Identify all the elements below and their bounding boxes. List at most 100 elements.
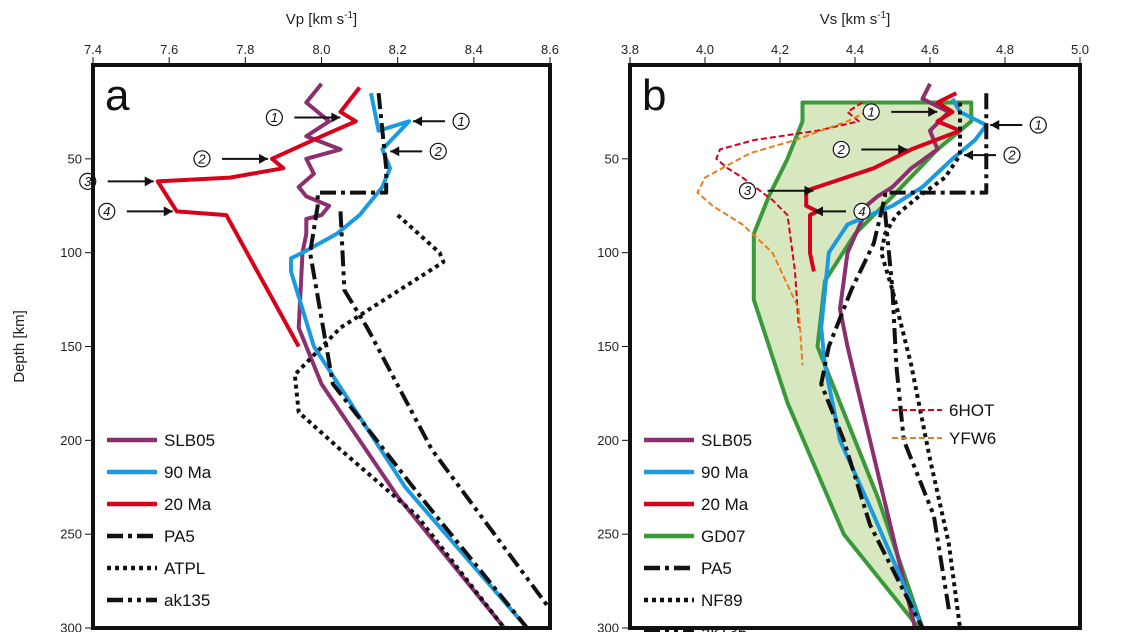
panel-b-xlabel-end: ] [886, 11, 890, 28]
panel-a-annotation-4-label: 4 [103, 204, 110, 219]
panel-b-annotation-2-arrow-head [898, 144, 908, 155]
panel-a-annotation-6-arrow-head [390, 146, 400, 157]
panel-b-xlabel-sup: -1 [877, 10, 886, 21]
panel-b-annotation-3-label: 3 [744, 183, 752, 198]
panel-a-annotation-2-label: 2 [197, 151, 206, 166]
panel-a-legend-label-pa5: PA5 [164, 527, 195, 546]
panel-a-xlabel-main: Vp [km s [286, 11, 344, 28]
panel-a-ytick-label-0: 50 [68, 151, 82, 166]
panel-b-ytick-label-3: 200 [597, 433, 619, 448]
panel-b-legend-label-20-ma: 20 Ma [701, 495, 749, 514]
panel-a-xlabel: Vp [km s-1] [286, 10, 357, 28]
panel-b-series-20-ma [804, 91, 962, 272]
panel-a-annotation-3: 3 [79, 172, 154, 190]
panel-a-letter: a [105, 71, 130, 120]
panel-b-series-90-ma [819, 97, 989, 628]
panel-a-xtick-label-3: 8.0 [312, 42, 330, 57]
panel-a-annotation-2-circle [193, 150, 211, 168]
panel-b-legend-label-ak135: ak135 [701, 623, 747, 632]
panel-a-annotation-5: 1 [413, 112, 470, 130]
panel-a-legend-label-ak135: ak135 [164, 591, 210, 610]
panel-b: 1 2 3 4 1 2 3.8 4.0 4.2 4.4 4.6 4.8 5.0 50 100 150 200 25… [597, 10, 1089, 632]
panel-b-series-ak135 [883, 211, 951, 610]
panel-b-ytick-label-1: 100 [597, 245, 619, 260]
panel-b-series-6hot [715, 101, 864, 328]
panel-a-legend-label-atpl: ATPL [164, 559, 205, 578]
panel-a-annotation-6-label: 2 [434, 144, 443, 159]
panel-b-annotation-5-label: 1 [1035, 118, 1042, 133]
panel-a-series-20-ma [155, 86, 362, 348]
panel-a-series-pa5 [308, 92, 529, 628]
panel-b-legend-label-6hot: 6HOT [949, 401, 994, 420]
panel-a-annotation-1-label: 1 [271, 110, 278, 125]
panel-b-ytick-label-4: 250 [597, 527, 619, 542]
panel-a-annotation-5-arrow-head [413, 116, 423, 127]
panel-b-legend-label-gd07: GD07 [701, 527, 745, 546]
panel-a-ytick-label-3: 200 [60, 433, 82, 448]
panel-b-annotation-3-arrow-head [804, 185, 814, 196]
panel-a-legend-label-20-ma: 20 Ma [164, 495, 212, 514]
panel-a-legend-label-90-ma: 90 Ma [164, 463, 212, 482]
panel-b-legend-label-90-ma: 90 Ma [701, 463, 749, 482]
panel-b-annotation-6-arrow-head [964, 150, 973, 161]
panel-a-xlabel-sup: -1 [344, 10, 353, 21]
panel-a-xtick-label-0: 7.4 [84, 42, 102, 57]
panel-b-xtick-label-4: 4.6 [921, 42, 939, 57]
panel-a-annotation-4: 4 [98, 202, 173, 220]
panel-a-annotation-1-circle [265, 108, 283, 127]
panel-b-letter: b [642, 71, 666, 120]
panel-b-ytick-label-5: 300 [597, 621, 619, 632]
panel-b-series-yfw6 [696, 102, 871, 366]
panel-b-annotation-4-label: 4 [858, 204, 865, 219]
panel-b-xtick-label-5: 4.8 [996, 42, 1014, 57]
panel-b-xtick-label-2: 4.2 [771, 42, 789, 57]
panel-b-legend-label-nf89: NF89 [701, 591, 743, 610]
panel-a-annotation-3-arrow-head [144, 176, 154, 187]
panel-a-xlabel-end: ] [353, 11, 357, 28]
panel-b-annotation-6-label: 2 [1007, 148, 1016, 163]
panel-b-ytick-label-2: 150 [597, 339, 619, 354]
panel-b-legend-label-yfw6: YFW6 [949, 429, 996, 448]
panel-a-plot-area [155, 82, 550, 628]
panel-b-annotation-2-circle [832, 140, 850, 159]
panel-b-annotation-5-circle [1029, 116, 1047, 134]
panel-b-xtick-label-0: 3.8 [621, 42, 639, 57]
panel-a-ytick-label-4: 250 [60, 527, 82, 542]
panel-b-annotation-4-arrow-head [814, 206, 823, 217]
panel-b-annotation-1-label: 1 [868, 104, 875, 119]
panel-a-ytick-label-5: 300 [60, 621, 82, 632]
panel-b-series-nf89 [879, 102, 962, 628]
panel-b-legend-label-slb05: SLB05 [701, 431, 752, 450]
panel-a-annotation-5-label: 1 [457, 114, 464, 129]
panel-a-frame [91, 63, 552, 630]
panel-b-xtick-label-3: 4.4 [846, 42, 864, 57]
panel-b-annotation-1-arrow-head [928, 106, 938, 117]
panel-b-annotation-5-arrow-head [990, 120, 1000, 131]
panel-a-ytick-label-2: 150 [60, 339, 82, 354]
panel-b-plot-area [696, 82, 989, 628]
panel-b-annotation-2-label: 2 [837, 142, 846, 157]
panel-b-xlabel-main: Vs [km s [820, 11, 878, 28]
panel-a-annotation-5-circle [452, 112, 470, 130]
panel-a-annotation-6-circle [429, 142, 447, 160]
panel-b-annotation-5: 1 [990, 116, 1047, 134]
panel-a-annotation-1-arrow-head [331, 112, 341, 123]
panel-a-series-atpl [292, 213, 506, 628]
panel-a-legend: SLB05 90 Ma 20 Ma PA5 ATPL ak135 [107, 431, 215, 610]
panel-b-series-pa5 [819, 93, 989, 628]
panel-a-annotation-4-circle [98, 202, 116, 220]
panel-b-legend: SLB05 90 Ma 20 Ma GD07 PA5 NF89 ak135 6HOT YFW6 [644, 401, 996, 632]
panel-b-xlabel: Vs [km s-1] [820, 10, 891, 28]
panel-a-annotation-1: 1 [265, 108, 341, 127]
panel-a-annotation-3-label: 3 [84, 174, 92, 189]
panel-a-annotation-6: 2 [390, 142, 447, 160]
panel-a-series-90-ma [289, 92, 529, 628]
panel-b-annotation-4-circle [853, 202, 871, 220]
panel-a-xtick-label-4: 8.2 [389, 42, 407, 57]
panel-b-xtick-label-6: 5.0 [1071, 42, 1089, 57]
panel-b-annotation-3: 3 [738, 182, 814, 200]
panel-a-series-slb05 [296, 82, 506, 628]
panel-b-annotation-6: 2 [964, 146, 1021, 164]
